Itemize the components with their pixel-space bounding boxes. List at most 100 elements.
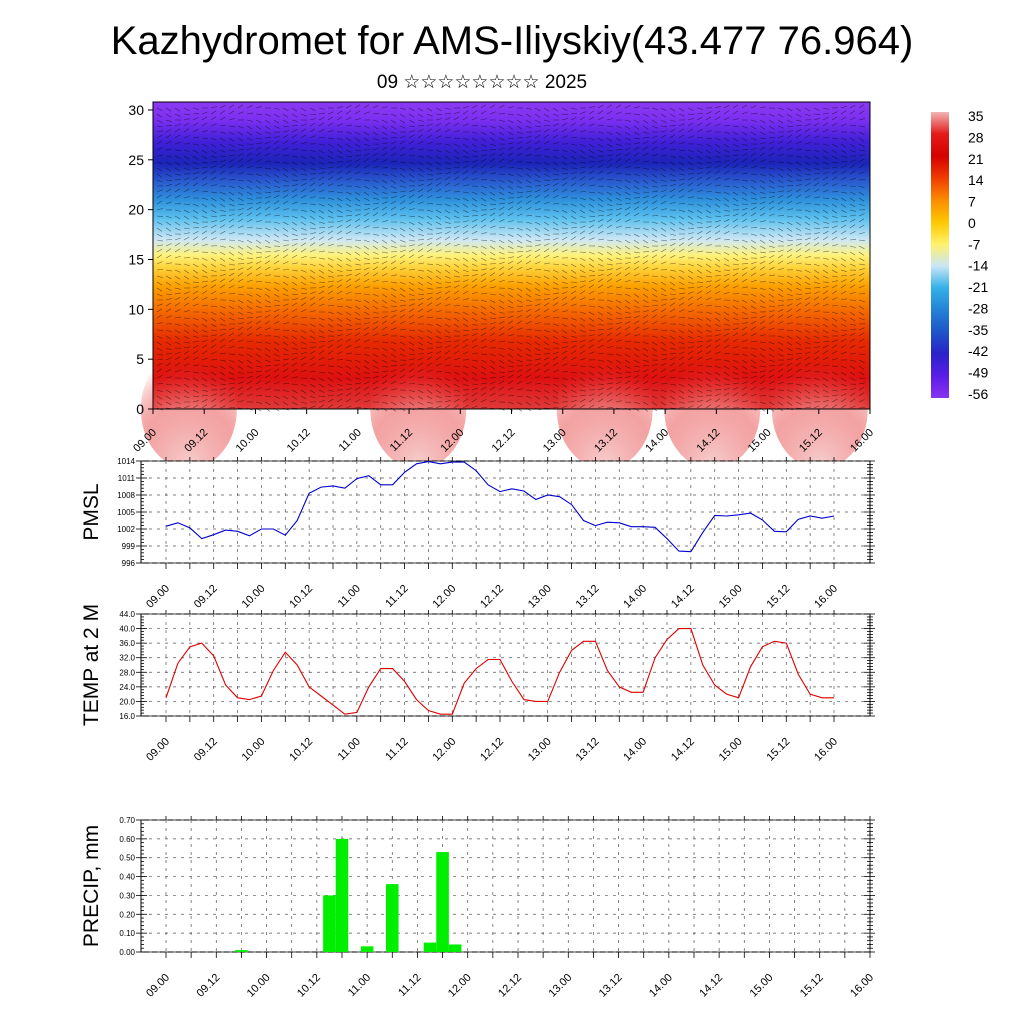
x-tick-label: 13.00 <box>526 583 554 611</box>
x-tick-label: 16.00 <box>812 736 840 764</box>
x-tick-label: 09.12 <box>192 583 220 611</box>
x-tick-label: 13.12 <box>574 583 602 611</box>
heatmap-field <box>153 102 870 409</box>
y-tick-label: 1005 <box>117 508 135 517</box>
y-tick-label: 0.00 <box>119 948 135 957</box>
y-tick-label: 0.20 <box>119 910 135 919</box>
y-tick-label: 15 <box>128 251 144 267</box>
y-tick-label: 40.0 <box>119 625 135 634</box>
x-tick-label: 11.00 <box>337 427 364 454</box>
precip-bar <box>423 942 437 952</box>
x-tick-label: 10.00 <box>240 583 268 611</box>
colorbar-label: 21 <box>968 151 984 167</box>
y-axis-label: PMSL <box>80 483 103 540</box>
x-tick-label: 14.00 <box>621 583 649 611</box>
x-tick-label: 12.00 <box>430 736 458 764</box>
colorbar-label: 35 <box>968 108 984 124</box>
colorbar-label: 28 <box>968 129 984 145</box>
x-tick-label: 13.12 <box>574 736 602 764</box>
y-axis-label: TEMP at 2 M <box>80 604 103 726</box>
precip-bar <box>436 852 449 952</box>
x-tick-label: 12.12 <box>478 736 506 764</box>
x-tick-label: 14.12 <box>669 736 697 764</box>
y-tick-label: 0.30 <box>119 891 135 900</box>
x-tick-label: 11.00 <box>346 972 373 999</box>
y-tick-label: 0.60 <box>119 835 135 844</box>
y-tick-label: 20 <box>128 202 144 218</box>
x-tick-label: 12.12 <box>478 583 506 611</box>
x-tick-label: 12.12 <box>496 972 524 1000</box>
precip-bar <box>323 895 336 952</box>
x-tick-label: 11.00 <box>336 583 363 610</box>
x-tick-label: 15.00 <box>717 736 745 764</box>
y-tick-label: 24.0 <box>119 683 135 692</box>
y-tick-label: 0.50 <box>119 854 135 863</box>
x-tick-label: 15.00 <box>748 972 776 1000</box>
y-tick-label: 1011 <box>118 474 136 483</box>
plot-frame <box>140 460 871 564</box>
colorbar-label: -7 <box>968 236 981 252</box>
colorbar-label: -35 <box>968 322 988 338</box>
x-tick-label: 14.12 <box>697 972 725 1000</box>
colorbar-label: -21 <box>968 279 988 295</box>
colorbar-label: -42 <box>968 343 988 359</box>
x-tick-label: 16.00 <box>848 972 876 1000</box>
y-tick-label: 0.40 <box>119 873 135 882</box>
y-tick-label: 999 <box>122 542 136 551</box>
precip-bar <box>235 950 248 952</box>
y-tick-label: 5 <box>136 351 144 367</box>
x-tick-label: 13.12 <box>597 972 625 1000</box>
x-tick-label: 11.12 <box>396 972 423 999</box>
y-tick-label: 20.0 <box>119 697 135 706</box>
y-tick-label: 32.0 <box>119 654 135 663</box>
precip-bar <box>360 946 374 952</box>
chart-title: Kazhydromet for AMS-Iliyskiy(43.477 76.9… <box>110 19 914 63</box>
x-tick-label: 14.00 <box>621 736 649 764</box>
y-tick-label: 1008 <box>117 491 135 500</box>
plot-frame <box>140 613 871 717</box>
colorbar-label: 0 <box>968 215 976 231</box>
x-tick-label: 12.00 <box>430 583 458 611</box>
y-tick-label: 1002 <box>117 525 135 534</box>
colorbar-label: -49 <box>968 365 988 381</box>
x-tick-label: 16.00 <box>812 583 840 611</box>
y-axis-ticks <box>136 819 875 953</box>
x-tick-label: 12.00 <box>446 972 474 1000</box>
y-tick-label: 36.0 <box>119 639 135 648</box>
x-tick-label: 09.00 <box>144 736 172 764</box>
y-axis-ticks <box>136 460 875 564</box>
y-tick-label: 10 <box>128 301 144 317</box>
x-tick-label: 11.00 <box>336 736 363 763</box>
colorbar-label: -56 <box>968 386 988 402</box>
y-tick-label: 44.0 <box>119 610 135 619</box>
x-tick-label: 13.00 <box>546 972 574 1000</box>
y-tick-label: 28.0 <box>119 668 135 677</box>
y-tick-label: 0 <box>136 401 144 417</box>
y-tick-label: 996 <box>122 559 136 568</box>
precip-bar <box>335 838 349 952</box>
colorbar-label: -14 <box>968 258 988 274</box>
grid <box>141 819 871 953</box>
x-tick-label: 15.12 <box>764 583 792 611</box>
x-tick-label: 10.12 <box>295 972 323 1000</box>
y-tick-label: 30 <box>128 102 144 118</box>
colorbar-label: 7 <box>968 194 976 210</box>
y-tick-label: 25 <box>128 152 144 168</box>
x-tick-label: 11.12 <box>383 583 410 610</box>
y-tick-label: 1014 <box>117 457 135 466</box>
colorbar-label: -28 <box>968 300 988 316</box>
x-tick-label: 15.12 <box>798 972 826 1000</box>
y-tick-label: 16.0 <box>119 712 135 721</box>
x-tick-label: 10.12 <box>287 583 315 611</box>
x-tick-label: 15.00 <box>717 583 745 611</box>
x-tick-label: 10.12 <box>285 427 313 455</box>
x-tick-label: 14.12 <box>669 583 697 611</box>
x-tick-label: 10.00 <box>240 736 268 764</box>
series-line <box>165 461 835 553</box>
x-tick-label: 13.00 <box>526 736 554 764</box>
y-tick-label: 0.10 <box>119 929 135 938</box>
y-axis-ticks <box>136 613 875 717</box>
colorbar <box>931 112 949 398</box>
series-line <box>165 628 834 715</box>
